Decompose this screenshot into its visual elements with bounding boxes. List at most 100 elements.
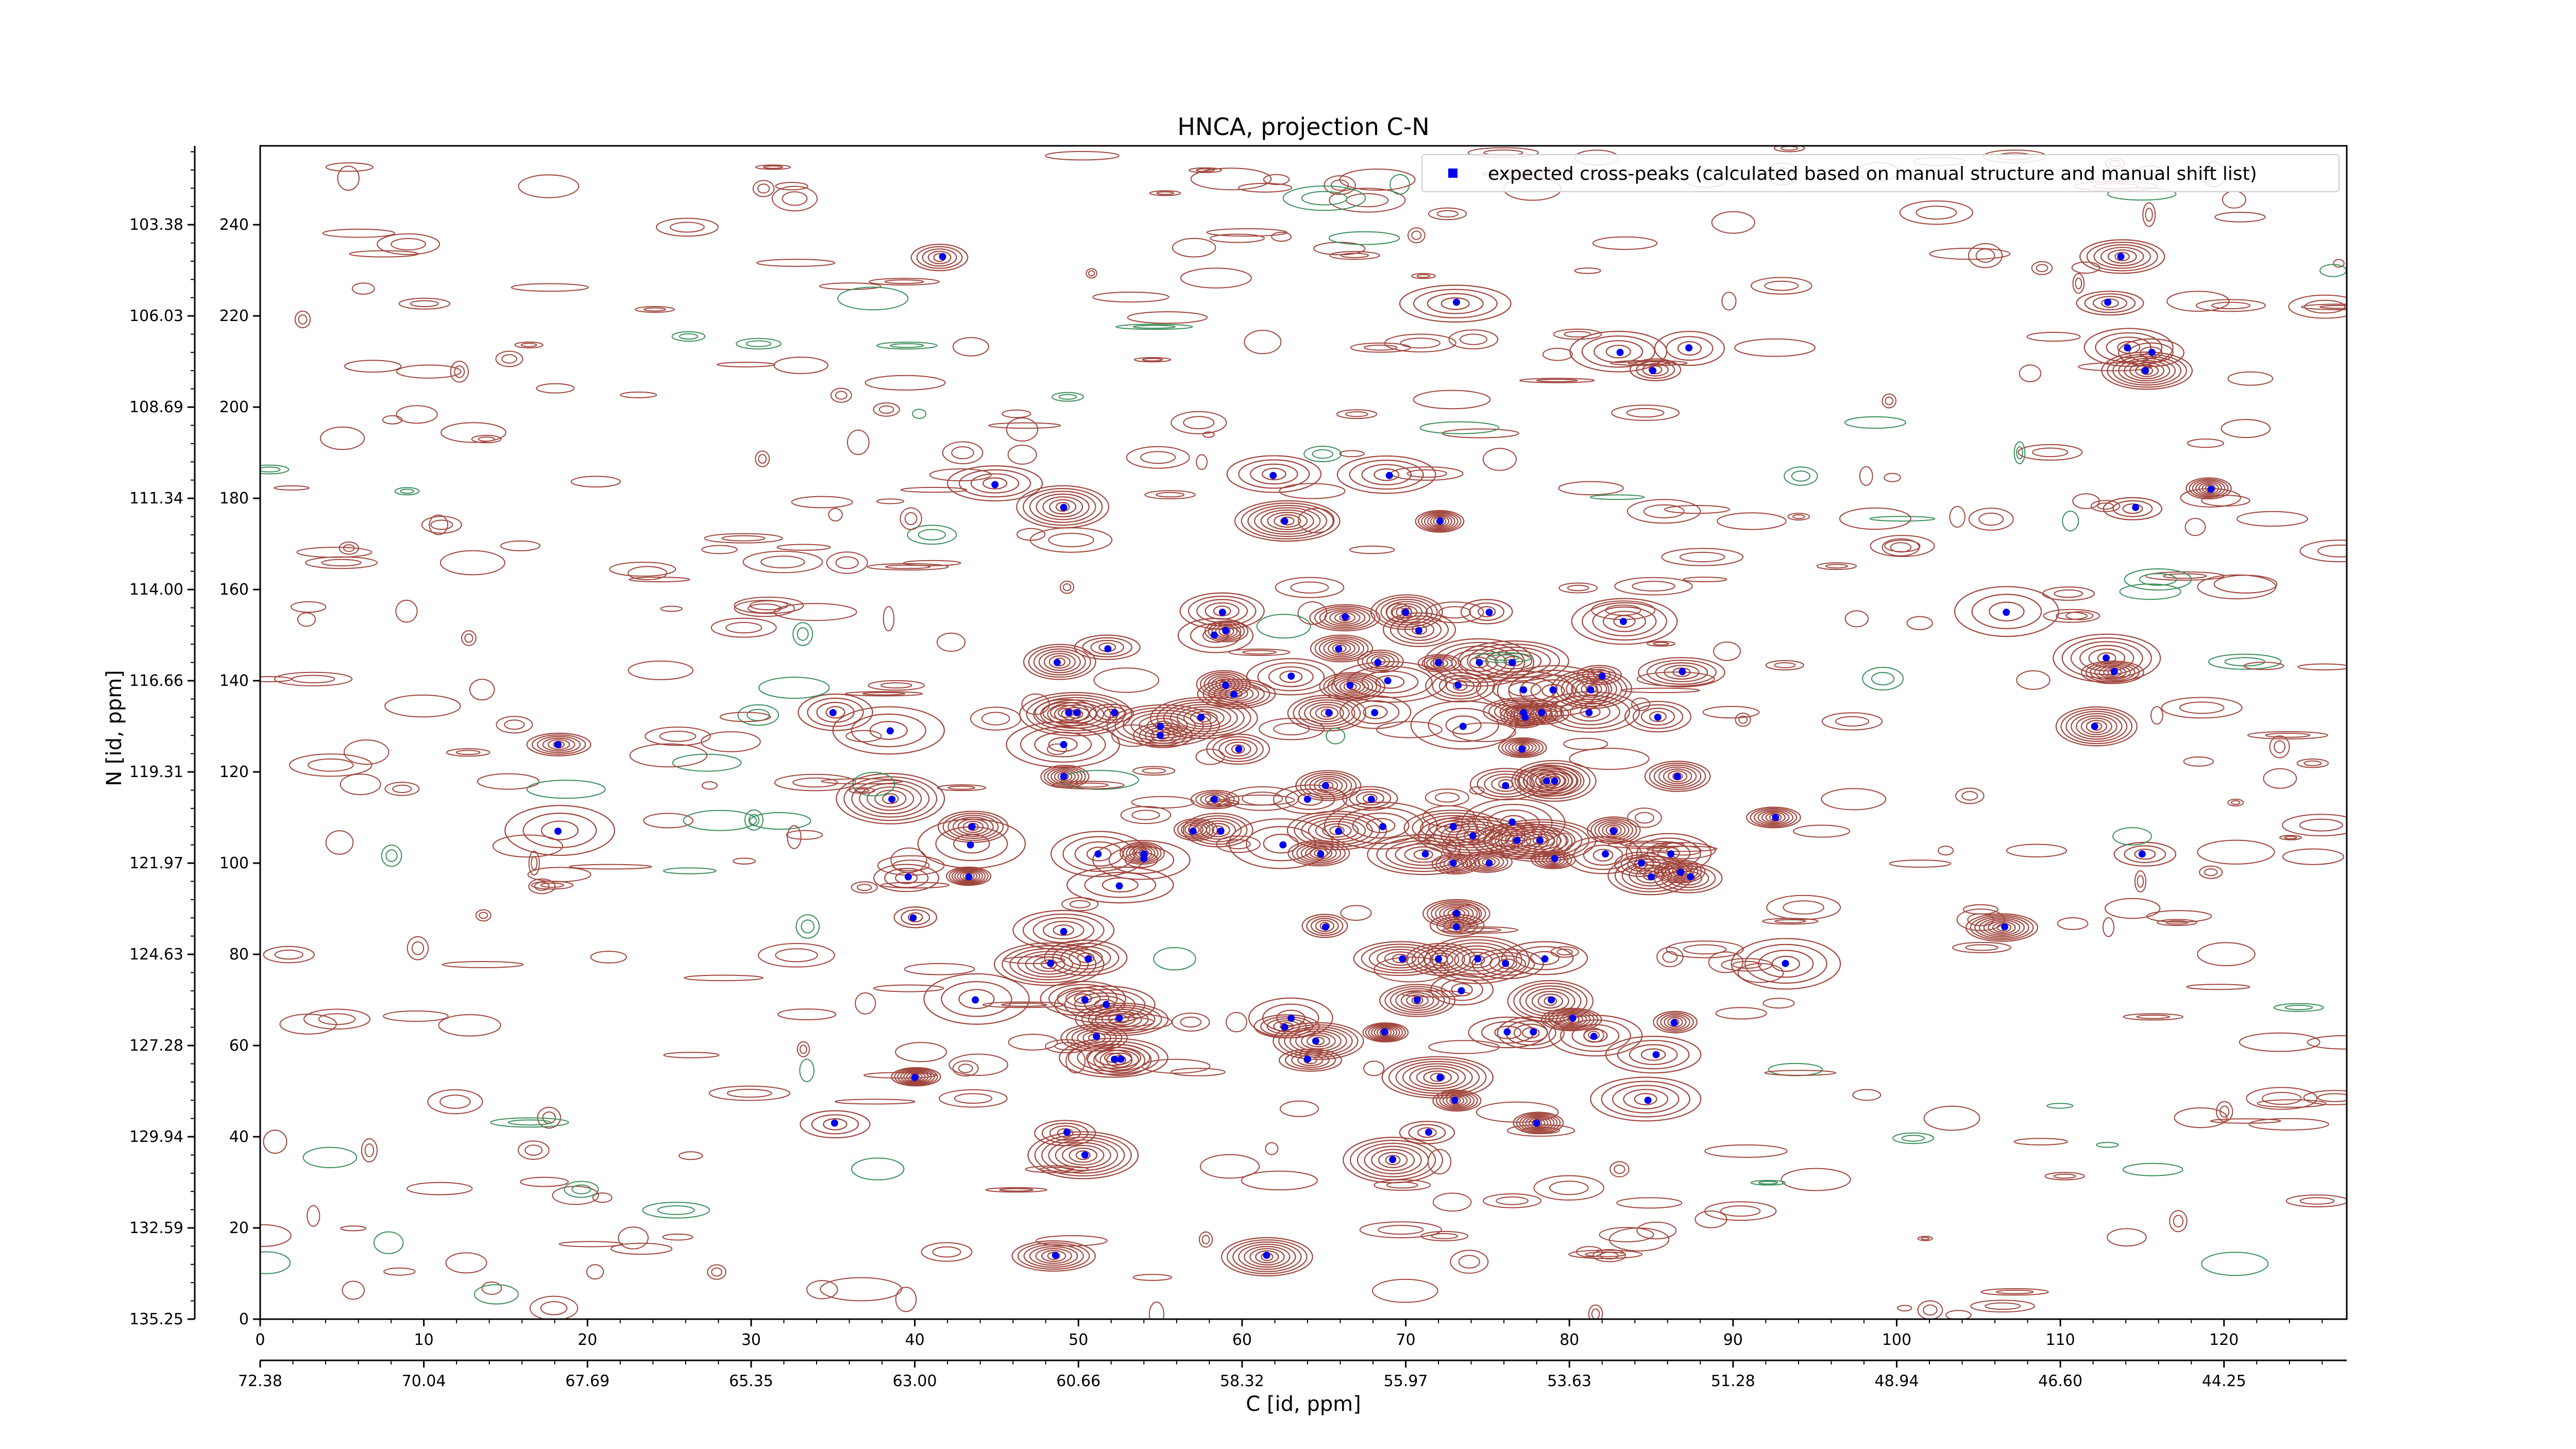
contour-line xyxy=(1433,517,1447,526)
peak-marker xyxy=(1081,1151,1089,1159)
contour-line xyxy=(1374,1026,1398,1039)
contour-line xyxy=(1404,621,1435,638)
contour-line xyxy=(1599,1227,1654,1242)
contour-line xyxy=(2085,662,2140,683)
x-tick-label: 40 xyxy=(905,1331,924,1349)
contour-line xyxy=(1266,1018,1307,1035)
contour-line xyxy=(1401,990,1471,998)
contour-line xyxy=(1666,940,1744,958)
legend-box xyxy=(1421,154,2340,192)
peak-marker xyxy=(1335,645,1343,653)
contour-line xyxy=(1225,795,1295,806)
y-ppm-tick-label: 103.38 xyxy=(129,216,183,234)
contour-line xyxy=(1653,764,1702,788)
contour-line xyxy=(2284,1005,2313,1010)
contour-line xyxy=(1921,1237,1930,1240)
contour-line xyxy=(464,633,473,643)
contour-line xyxy=(1276,1009,1306,1026)
contour-line xyxy=(2224,657,2265,667)
contour-line xyxy=(1412,945,1471,974)
contour-line xyxy=(1519,1114,1558,1132)
contour-line xyxy=(2197,839,2275,865)
contour-line xyxy=(2299,1197,2335,1205)
contour-line xyxy=(1540,1007,1602,1032)
contour-line xyxy=(394,487,420,496)
contour-line xyxy=(1343,681,1361,692)
contour-line xyxy=(1378,1225,1424,1235)
contour-line xyxy=(511,283,589,292)
contour-line xyxy=(1654,331,1725,366)
contour-line xyxy=(737,704,779,726)
contour-line xyxy=(477,773,540,790)
contour-line xyxy=(349,250,419,258)
contour-line xyxy=(1548,1015,1643,1057)
contour-line xyxy=(1519,378,1595,383)
contour-line xyxy=(1179,592,1265,630)
contour-line xyxy=(1123,843,1162,864)
contour-line xyxy=(2107,1228,2147,1246)
contour-line xyxy=(1290,581,1329,594)
peak-marker xyxy=(1590,1033,1598,1040)
contour-line xyxy=(1870,535,1935,557)
contour-line xyxy=(2195,481,2223,496)
contour-line xyxy=(2026,332,2081,342)
contour-line xyxy=(1614,577,1693,596)
contour-line xyxy=(1439,905,1474,922)
contour-line xyxy=(2179,701,2225,714)
contour-line xyxy=(1626,408,1665,418)
contour-line xyxy=(1342,786,1398,811)
contour-line xyxy=(1738,715,1748,724)
peak-marker xyxy=(1269,471,1277,479)
contour-line xyxy=(1142,768,1166,774)
contour-line xyxy=(1561,673,1622,705)
y-ppm-tick-label: 108.69 xyxy=(129,398,183,416)
legend-marker xyxy=(1448,169,1458,178)
contour-line xyxy=(1247,504,1328,537)
contour-line xyxy=(1608,1227,1670,1252)
contour-line xyxy=(1362,651,1399,671)
peak-marker xyxy=(1385,471,1393,479)
contour-line xyxy=(981,712,1010,726)
contour-line xyxy=(1219,686,1254,702)
y-tick-label: 160 xyxy=(219,581,249,599)
contour-line xyxy=(279,1014,337,1035)
contour-line xyxy=(526,780,606,799)
contour-line xyxy=(1310,634,1374,663)
contour-line xyxy=(1501,941,1588,975)
y-ppm-tick-label: 119.31 xyxy=(129,763,183,781)
contour-line xyxy=(1413,390,1491,410)
contour-line xyxy=(1340,252,1369,258)
contour-line xyxy=(343,544,355,552)
contour-line xyxy=(1498,958,1517,970)
contour-line xyxy=(1985,1302,2021,1310)
contour-line xyxy=(2204,868,2218,877)
peak-marker xyxy=(1502,959,1510,967)
contour-line xyxy=(442,961,524,968)
contour-line xyxy=(1268,666,1314,687)
contour-line xyxy=(923,973,1030,1025)
contour-line xyxy=(1576,665,1622,685)
contour-line xyxy=(1448,329,1499,349)
contour-line xyxy=(1525,1116,1552,1130)
contour-line xyxy=(1322,823,1352,838)
peak-marker xyxy=(1115,882,1123,890)
contour-line xyxy=(406,936,429,961)
contour-line xyxy=(1636,360,1675,379)
contour-line xyxy=(1965,913,2039,942)
contour-line xyxy=(947,785,976,790)
contour-line xyxy=(922,248,957,267)
contour-line xyxy=(1679,551,1725,563)
contour-line xyxy=(2105,898,2161,919)
contour-line xyxy=(1054,1042,1079,1051)
contour-line xyxy=(1036,493,1090,520)
contour-line xyxy=(2097,652,2116,664)
contour-line xyxy=(1625,842,1668,848)
contour-line xyxy=(1952,941,2012,953)
contour-line xyxy=(1366,818,1396,833)
contour-line xyxy=(325,162,374,172)
contour-line xyxy=(382,415,403,425)
contour-line xyxy=(921,1242,973,1262)
y-tick-label: 0 xyxy=(239,1310,249,1328)
contour-line xyxy=(1605,604,1641,616)
